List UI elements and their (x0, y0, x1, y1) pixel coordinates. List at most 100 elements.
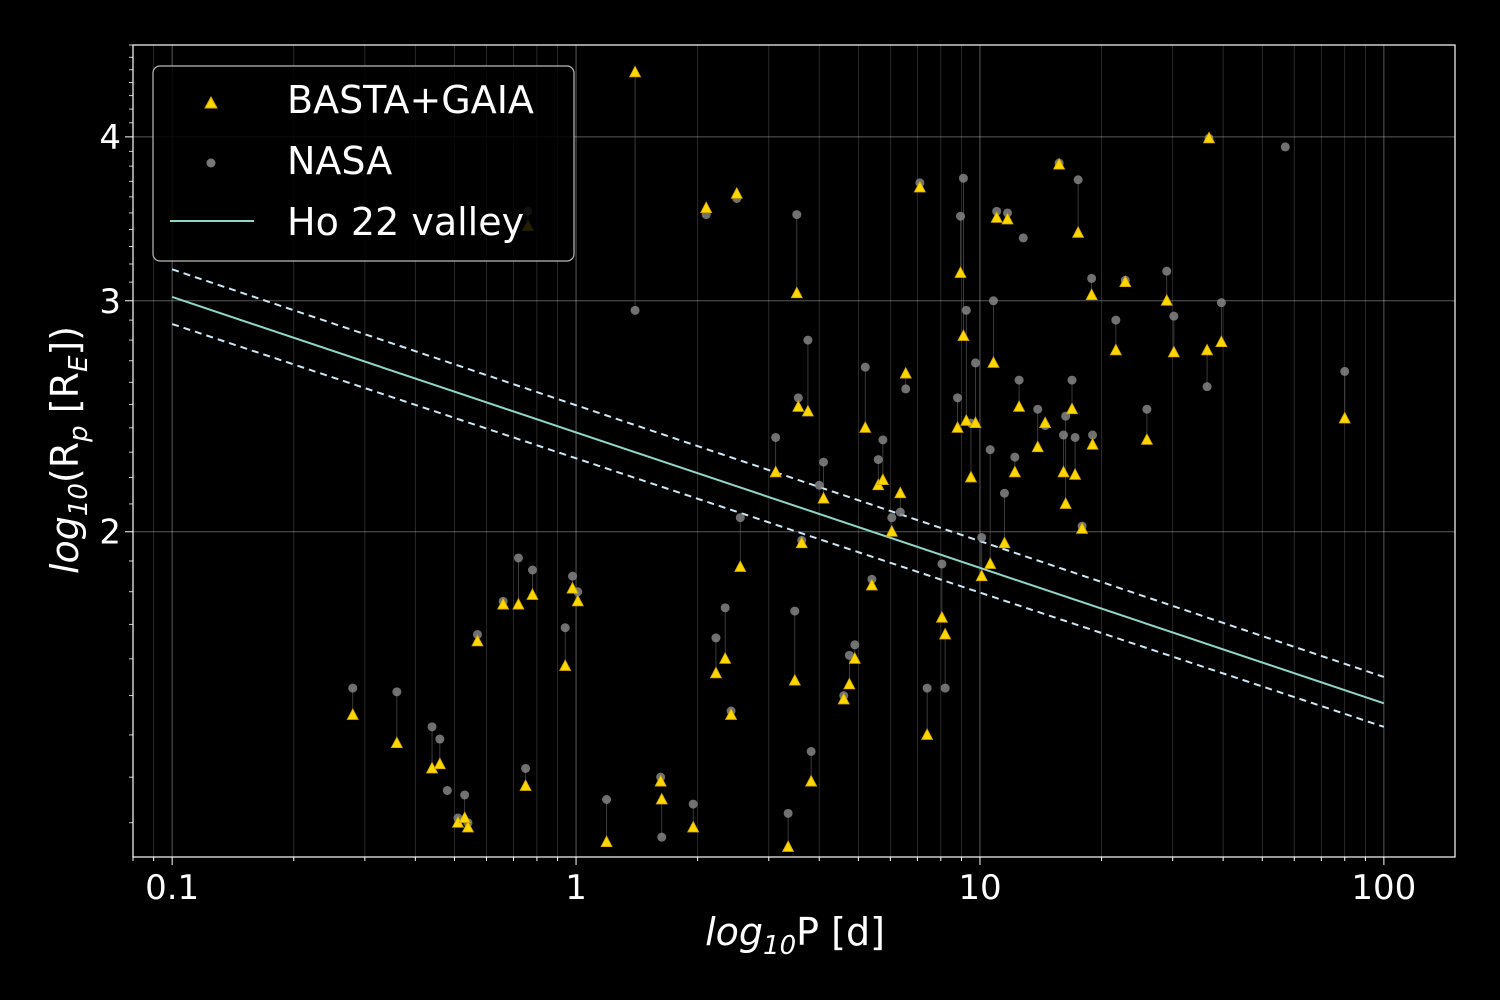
basta-point (969, 416, 982, 429)
nasa-point (985, 445, 995, 455)
nasa-point (1033, 404, 1043, 414)
basta-point (1012, 400, 1026, 412)
x-axis-title-rest: P [d] (796, 910, 885, 954)
y-axis-title-e: E (64, 355, 94, 372)
basta-point (865, 578, 879, 591)
basta-point (795, 536, 808, 549)
basta-points (346, 65, 1351, 852)
nasa-point (392, 687, 402, 697)
basta-point (734, 560, 747, 572)
basta-point (655, 792, 668, 805)
nasa-point (657, 832, 667, 842)
nasa-point (958, 173, 968, 183)
basta-point (790, 286, 803, 299)
basta-point (876, 473, 890, 485)
basta-point (848, 652, 861, 664)
basta-point (519, 779, 532, 791)
nasa-point (1216, 298, 1226, 308)
nasa-point (850, 640, 860, 650)
basta-point (709, 666, 723, 679)
nasa-point (1073, 175, 1083, 185)
basta-point (1038, 416, 1052, 429)
basta-point (801, 404, 815, 417)
y-axis-title-r: (R (43, 442, 87, 483)
y-axis-title: log10(Rp [RE]) (43, 326, 94, 574)
basta-point (1119, 275, 1132, 287)
y-tick-label: 3 (99, 282, 121, 322)
basta-point (964, 470, 978, 483)
basta-point (471, 634, 484, 647)
basta-point (724, 708, 738, 720)
nasa-point (860, 362, 870, 372)
basta-point (1215, 335, 1228, 348)
x-axis-title-base: 10 (763, 931, 796, 961)
basta-point (954, 266, 967, 278)
y-axis-title-close: ]) (43, 326, 87, 356)
nasa-point (472, 629, 482, 639)
nasa-point (630, 305, 640, 315)
legend-basta-marker (204, 95, 218, 109)
basta-point (788, 673, 801, 686)
nasa-point (783, 808, 793, 818)
basta-point (960, 413, 973, 426)
legend-basta-label: BASTA+GAIA (287, 78, 534, 122)
basta-point (700, 201, 713, 213)
basta-point (938, 627, 952, 640)
basta-point (837, 692, 850, 705)
nasa-point (568, 571, 578, 581)
basta-point (899, 366, 912, 379)
nasa-point (427, 722, 437, 732)
basta-point (1071, 225, 1085, 238)
basta-point (843, 677, 856, 690)
nasa-point (792, 210, 802, 220)
nasa-point (442, 785, 452, 795)
basta-point (1109, 343, 1123, 356)
basta-point (390, 736, 404, 749)
nasa-point (803, 335, 813, 345)
basta-point (804, 774, 818, 787)
basta-point (433, 757, 446, 770)
nasa-point (1059, 430, 1069, 440)
basta-point (1202, 131, 1216, 144)
basta-point (346, 708, 359, 720)
basta-point (1086, 437, 1099, 450)
nasa-point (953, 393, 963, 403)
basta-point (885, 524, 898, 537)
basta-point (1167, 345, 1181, 358)
basta-point (458, 811, 471, 823)
nasa-point (735, 513, 745, 523)
basta-point (628, 65, 642, 78)
basta-point (792, 400, 805, 412)
y-tick-label: 4 (99, 118, 121, 158)
nasa-point (348, 683, 358, 693)
basta-point (512, 597, 525, 610)
basta-point (913, 180, 927, 193)
basta-point (566, 581, 579, 594)
basta-point (951, 421, 964, 433)
basta-point (781, 840, 795, 852)
basta-point (654, 774, 667, 787)
nasa-point (771, 432, 781, 442)
basta-point (1160, 293, 1173, 306)
nasa-point (806, 746, 816, 756)
basta-point (990, 210, 1003, 223)
legend-nasa-marker (206, 158, 216, 168)
basta-point (1001, 212, 1014, 225)
nasa-point (435, 734, 445, 744)
legend-valley-label: Ho 22 valley (287, 200, 524, 244)
basta-point (998, 536, 1011, 549)
nasa-point (961, 305, 971, 315)
legend-box (152, 65, 575, 262)
nasa-point (460, 790, 470, 800)
y-axis-title-p: p (64, 425, 94, 443)
basta-point (984, 557, 997, 569)
nasa-point (560, 623, 570, 633)
nasa-point (1014, 375, 1024, 385)
basta-point (894, 486, 907, 499)
nasa-point (1280, 142, 1290, 152)
basta-point (571, 594, 584, 607)
nasa-point (1067, 375, 1077, 385)
basta-point (1031, 440, 1044, 453)
nasa-point (793, 393, 803, 403)
